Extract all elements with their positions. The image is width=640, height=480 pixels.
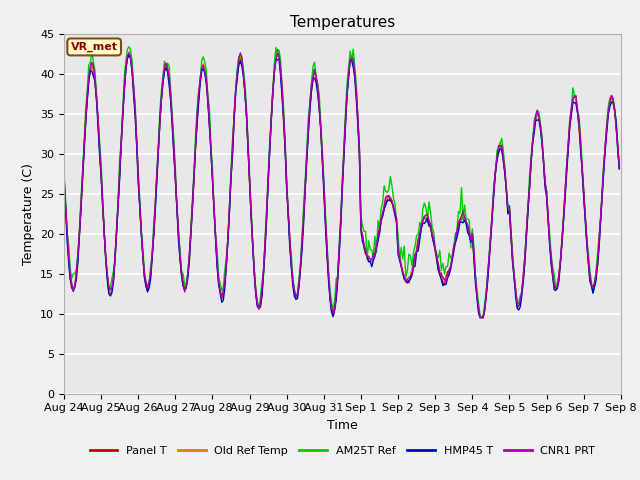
Panel T	[476, 315, 484, 321]
Old Ref Temp	[60, 174, 68, 180]
Y-axis label: Temperature (C): Temperature (C)	[22, 163, 35, 264]
HMP45 T	[130, 92, 138, 97]
AM25T Ref	[588, 279, 595, 285]
CNR1 PRT	[246, 179, 253, 185]
AM25T Ref	[616, 163, 623, 169]
Line: HMP45 T: HMP45 T	[64, 55, 620, 318]
CNR1 PRT	[477, 315, 485, 321]
Panel T	[616, 166, 623, 172]
Old Ref Temp	[255, 306, 263, 312]
Panel T	[253, 301, 261, 307]
CNR1 PRT	[305, 124, 312, 130]
Legend: Panel T, Old Ref Temp, AM25T Ref, HMP45 T, CNR1 PRT: Panel T, Old Ref Temp, AM25T Ref, HMP45 …	[85, 441, 600, 460]
HMP45 T	[227, 175, 235, 180]
CNR1 PRT	[128, 65, 136, 71]
HMP45 T	[246, 177, 253, 183]
AM25T Ref	[60, 171, 68, 177]
AM25T Ref	[255, 305, 263, 311]
CNR1 PRT	[237, 50, 244, 56]
Panel T	[274, 47, 282, 52]
Text: VR_met: VR_met	[70, 42, 118, 52]
Old Ref Temp	[227, 172, 235, 178]
AM25T Ref	[305, 114, 312, 120]
CNR1 PRT	[588, 282, 595, 288]
Line: AM25T Ref: AM25T Ref	[64, 47, 620, 318]
AM25T Ref	[125, 44, 133, 49]
AM25T Ref	[477, 315, 485, 321]
Old Ref Temp	[246, 177, 253, 183]
HMP45 T	[476, 315, 484, 321]
Panel T	[244, 144, 252, 150]
Line: CNR1 PRT: CNR1 PRT	[64, 53, 620, 318]
Line: Old Ref Temp: Old Ref Temp	[64, 51, 620, 318]
Old Ref Temp	[588, 283, 595, 288]
HMP45 T	[588, 283, 595, 288]
HMP45 T	[60, 177, 68, 183]
Old Ref Temp	[616, 166, 623, 171]
Old Ref Temp	[476, 315, 484, 321]
Panel T	[128, 67, 136, 72]
HMP45 T	[255, 303, 263, 309]
AM25T Ref	[227, 166, 235, 172]
Panel T	[588, 283, 595, 288]
HMP45 T	[305, 129, 312, 135]
Old Ref Temp	[130, 85, 138, 91]
Old Ref Temp	[305, 125, 312, 131]
X-axis label: Time: Time	[327, 419, 358, 432]
Panel T	[305, 128, 312, 133]
Old Ref Temp	[125, 48, 133, 54]
CNR1 PRT	[616, 163, 623, 168]
CNR1 PRT	[60, 173, 68, 179]
AM25T Ref	[130, 83, 138, 88]
Title: Temperatures: Temperatures	[290, 15, 395, 30]
Line: Panel T: Panel T	[64, 49, 620, 318]
HMP45 T	[616, 166, 623, 171]
Panel T	[226, 206, 234, 212]
Panel T	[60, 174, 68, 180]
HMP45 T	[125, 52, 133, 58]
CNR1 PRT	[255, 306, 263, 312]
CNR1 PRT	[226, 204, 234, 209]
AM25T Ref	[246, 174, 253, 180]
